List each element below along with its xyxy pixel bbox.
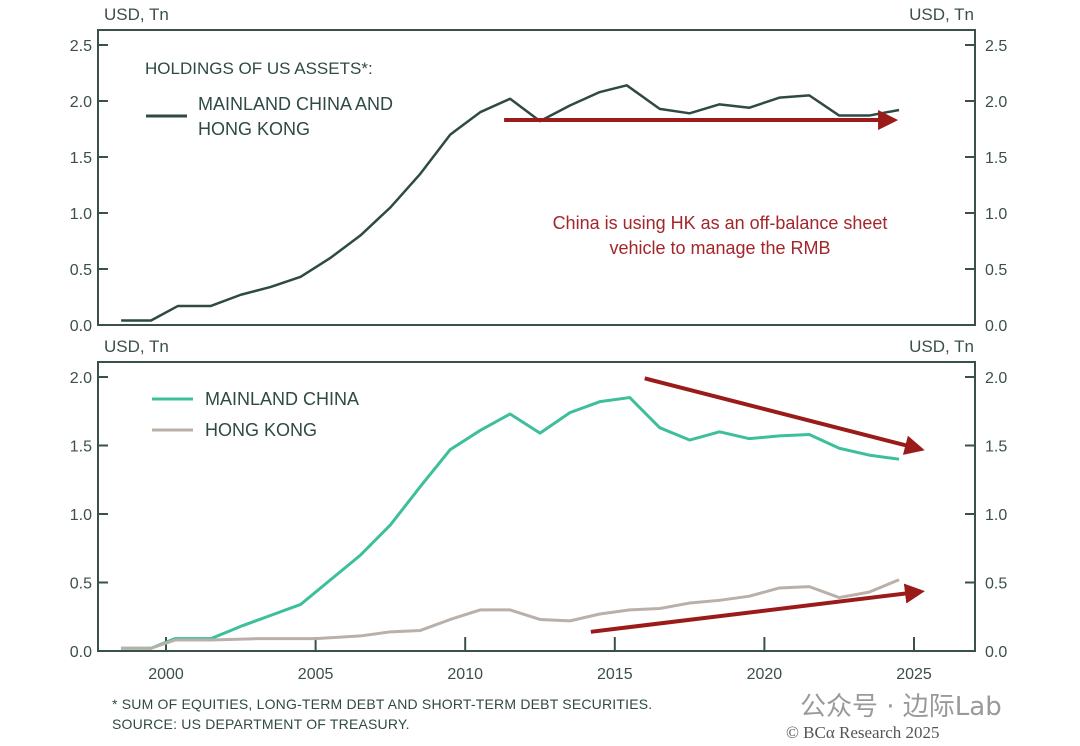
copyright: © BCα Research 2025 xyxy=(786,723,940,742)
annotation-text: vehicle to manage the RMB xyxy=(609,238,830,258)
y-tick-label-right: 0.5 xyxy=(985,262,1007,279)
x-tick-label: 2010 xyxy=(447,666,483,683)
legend-title: HOLDINGS OF US ASSETS*: xyxy=(145,59,373,78)
y-tick-label-left: 0.5 xyxy=(70,262,92,279)
x-tick-label: 2020 xyxy=(747,666,783,683)
series-line-mainland-china-and-hong-kong xyxy=(121,84,900,322)
plot-frame-0 xyxy=(97,29,976,326)
y-tick-label-right: 1.0 xyxy=(985,507,1007,524)
legend-label: MAINLAND CHINA AND xyxy=(198,94,393,114)
y-axis-label-left: USD, Tn xyxy=(104,337,169,356)
y-tick-label-right: 2.5 xyxy=(985,38,1007,55)
x-tick-label: 2015 xyxy=(597,666,633,683)
legend-label: MAINLAND CHINA xyxy=(205,389,359,409)
y-tick-label-right: 0.0 xyxy=(985,318,1007,335)
series-line-mainland-china xyxy=(121,396,900,650)
y-tick-label-left: 2.0 xyxy=(70,94,92,111)
y-tick-label-right: 0.5 xyxy=(985,576,1007,593)
legend-label: HONG KONG xyxy=(198,119,310,139)
x-tick-label: 2005 xyxy=(298,666,334,683)
y-tick-label-left: 2.0 xyxy=(70,370,92,387)
x-tick-label: 2025 xyxy=(896,666,932,683)
source-note: SOURCE: US DEPARTMENT OF TREASURY. xyxy=(112,716,410,732)
y-axis-label-right: USD, Tn xyxy=(909,337,974,356)
y-axis-label-left: USD, Tn xyxy=(104,5,169,24)
y-tick-label-right: 1.5 xyxy=(985,439,1007,456)
y-tick-label-right: 1.0 xyxy=(985,206,1007,223)
annotation-text: China is using HK as an off-balance shee… xyxy=(553,213,888,233)
y-tick-label-left: 1.5 xyxy=(70,150,92,167)
y-tick-label-right: 2.0 xyxy=(985,94,1007,111)
watermark: 公众号 · 边际Lab xyxy=(800,692,1002,722)
series-line-hong-kong xyxy=(121,578,900,650)
trend-arrow xyxy=(590,583,925,634)
y-tick-label-left: 0.0 xyxy=(70,644,92,661)
legend-label: HONG KONG xyxy=(205,420,317,440)
y-tick-label-left: 2.5 xyxy=(70,38,92,55)
y-tick-label-right: 1.5 xyxy=(985,150,1007,167)
y-tick-label-left: 0.0 xyxy=(70,318,92,335)
y-tick-label-left: 1.0 xyxy=(70,206,92,223)
y-axis-label-right: USD, Tn xyxy=(909,5,974,24)
footnote: * SUM OF EQUITIES, LONG-TERM DEBT AND SH… xyxy=(112,696,653,712)
plot-frame-1 xyxy=(97,361,976,652)
y-tick-label-left: 0.5 xyxy=(70,576,92,593)
x-tick-label: 2000 xyxy=(148,666,184,683)
y-tick-label-right: 0.0 xyxy=(985,644,1007,661)
y-tick-label-left: 1.5 xyxy=(70,439,92,456)
y-tick-label-left: 1.0 xyxy=(70,507,92,524)
trend-arrow xyxy=(644,376,925,455)
y-tick-label-right: 2.0 xyxy=(985,370,1007,387)
